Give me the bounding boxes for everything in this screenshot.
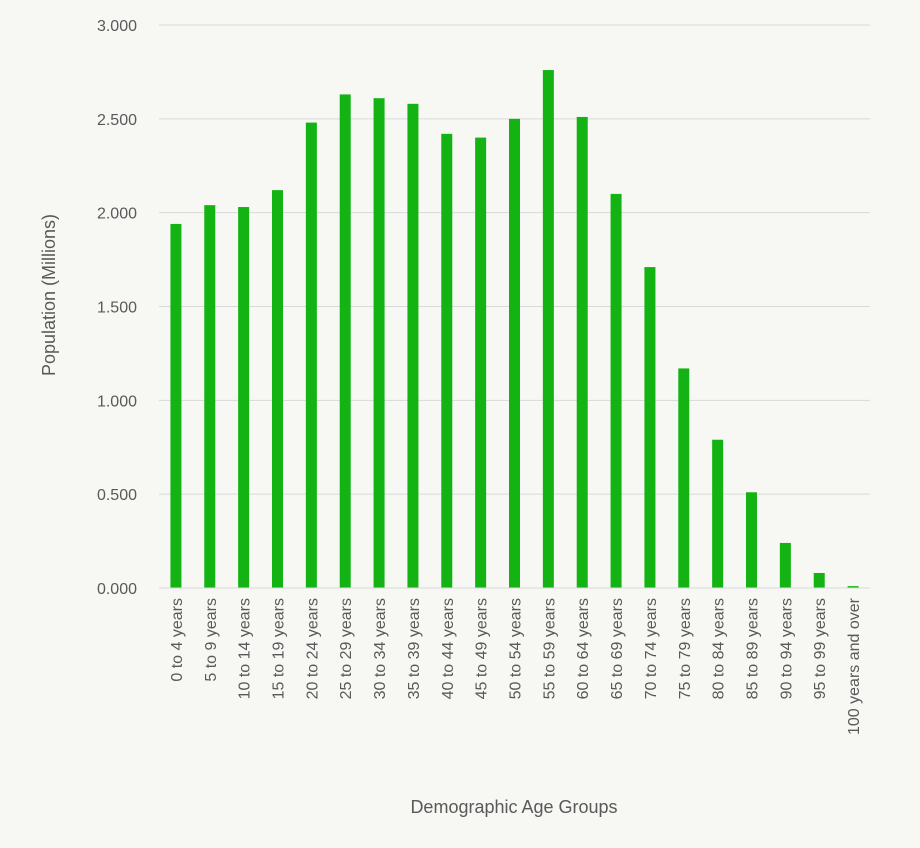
bar [509,118,520,588]
x-category-label: 90 to 94 years [778,598,795,699]
y-tick-label: 1.000 [97,393,137,410]
x-category-label: 10 to 14 years [237,598,254,699]
bar [305,122,317,588]
x-category-label: 70 to 74 years [643,598,660,699]
x-category-label: 65 to 69 years [609,598,626,699]
bar [441,133,453,588]
bar [610,193,622,588]
bar [475,137,487,588]
x-category-label: 30 to 34 years [372,598,389,699]
y-tick-label: 2.500 [97,112,137,129]
y-axis-ticks: 0.000 0.500 1.000 1.500 2.000 2.500 3.000 [97,18,137,598]
x-axis-title: Demographic Age Groups [410,797,617,817]
x-category-label: 100 years and over [846,597,863,735]
x-category-label: 0 to 4 years [169,598,186,682]
x-category-label: 35 to 39 years [406,598,423,699]
bar [204,205,216,588]
bar [407,103,419,588]
y-tick-label: 3.000 [97,18,137,35]
x-category-label: 80 to 84 years [711,598,728,699]
y-tick-label: 0.500 [97,487,137,504]
x-category-label: 60 to 64 years [575,598,592,699]
bar [746,492,757,588]
x-axis-categories: 0 to 4 years 5 to 9 years 10 to 14 years 15… [169,597,863,735]
bar [712,439,724,588]
bar [813,572,825,588]
bar [847,586,859,588]
bar [678,368,690,588]
bar [779,542,791,588]
bar [373,98,385,588]
x-category-label: 20 to 24 years [304,598,321,699]
bar [272,190,283,588]
bar [576,116,588,588]
x-category-label: 85 to 89 years [745,598,762,699]
bar [542,70,554,589]
bar [339,94,351,588]
y-tick-label: 2.000 [97,206,137,223]
x-category-label: 95 to 99 years [812,598,829,699]
y-tick-label: 0.000 [97,581,137,598]
y-axis-title: Population (Millions) [39,214,59,376]
x-category-label: 5 to 9 years [203,598,220,682]
x-category-label: 55 to 59 years [541,598,558,699]
y-tick-label: 1.500 [97,300,137,317]
x-category-label: 15 to 19 years [271,598,288,699]
bar [644,267,656,588]
bar [170,223,182,588]
x-category-label: 45 to 49 years [474,598,491,699]
x-category-label: 75 to 79 years [677,598,694,699]
bar [238,207,250,588]
x-category-label: 50 to 54 years [508,598,525,699]
x-category-label: 25 to 29 years [338,598,355,699]
bars [170,70,859,589]
x-category-label: 40 to 44 years [440,598,457,699]
